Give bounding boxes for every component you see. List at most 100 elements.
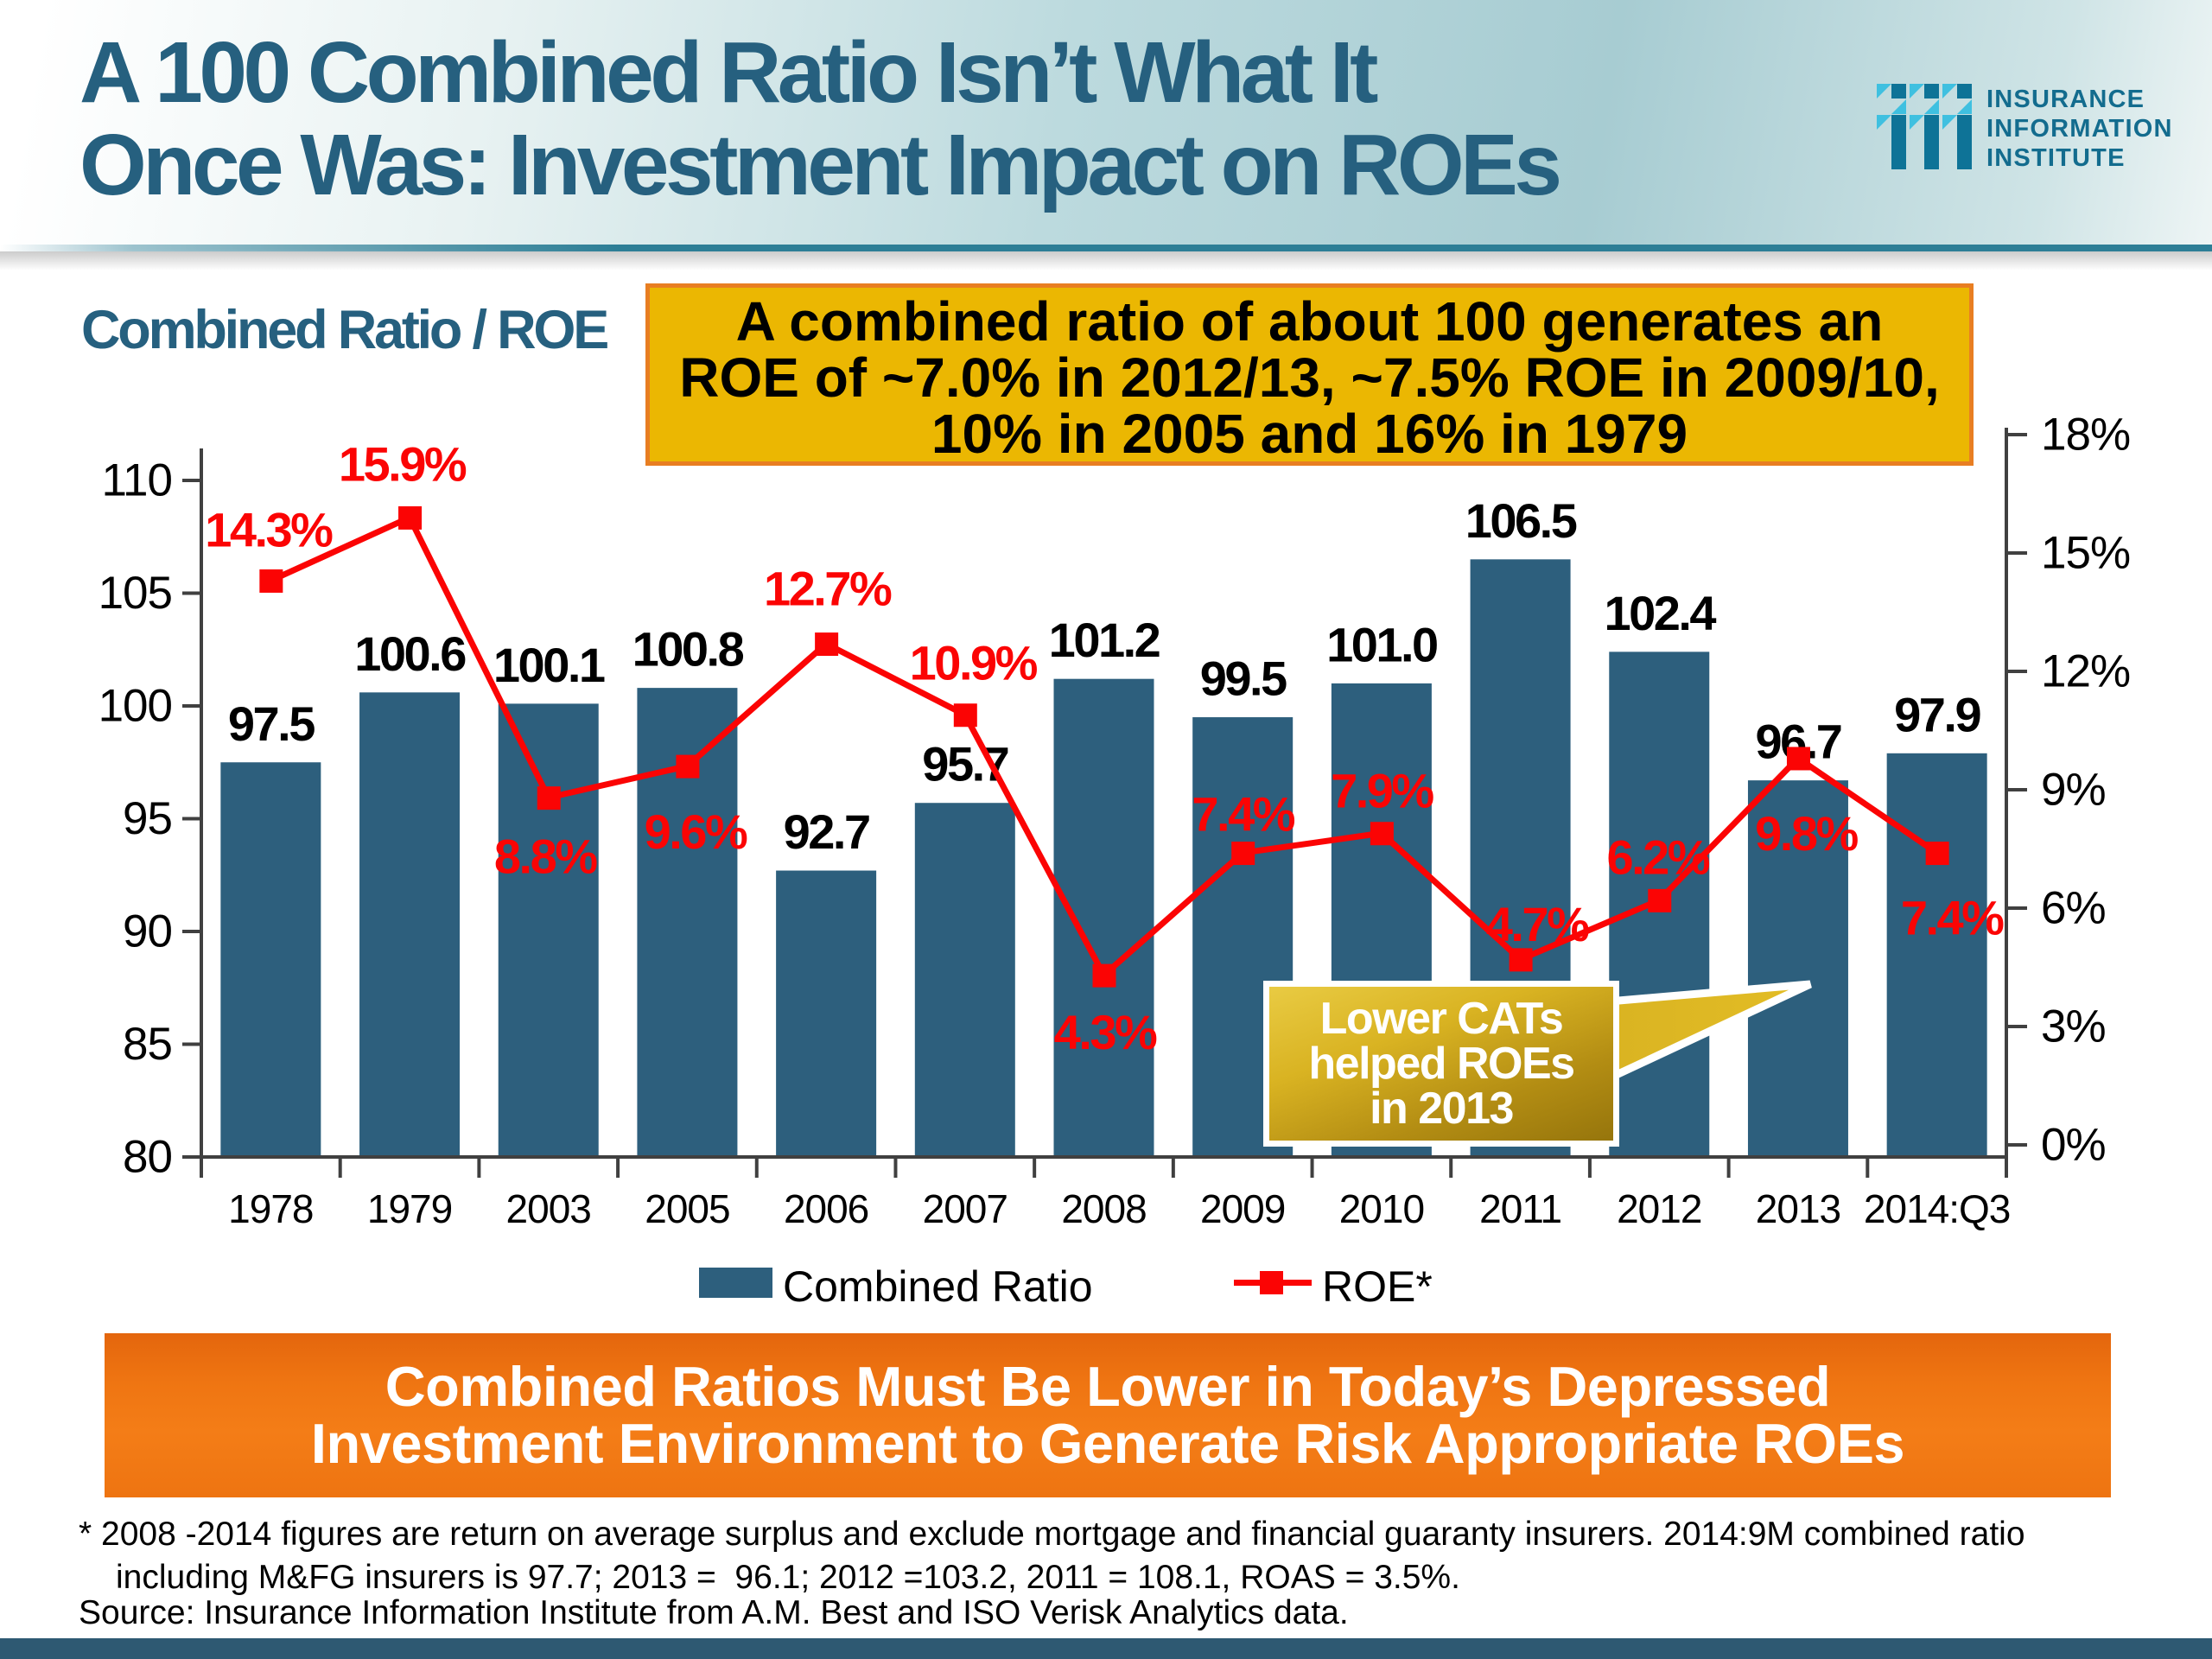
bar-1978 [220, 762, 321, 1157]
bar-label-2007: 95.7 [922, 737, 1007, 791]
bar-2006 [776, 870, 877, 1157]
note-line1: A combined ratio of about 100 generates … [735, 289, 1884, 353]
note-line3: 10% in 2005 and 16% in 1979 [931, 402, 1688, 465]
footnote-line3: Source: Insurance Information Institute … [79, 1594, 1349, 1631]
header-divider [0, 245, 2212, 251]
x-label-2009: 2009 [1200, 1186, 1285, 1231]
bar-1979 [359, 692, 461, 1157]
bar-label-2009: 99.5 [1200, 652, 1287, 706]
callout-line1: Lower CATs [1319, 994, 1564, 1044]
footnote: * 2008 -2014 figures are return on avera… [79, 1513, 2025, 1635]
right-tick-label: 18% [2041, 410, 2130, 461]
left-tick-label: 90 [123, 906, 172, 957]
header-band [0, 0, 2212, 250]
roe-marker-2003 [537, 786, 561, 810]
bar-label-2012: 102.4 [1604, 586, 1716, 640]
bar-2007 [914, 803, 1015, 1157]
bar-2008 [1053, 678, 1154, 1157]
chart-legend: Combined Ratio ROE* [0, 1262, 2212, 1311]
roe-label-2014:Q3: 7.4% [1901, 891, 2004, 945]
left-tick-label: 100 [99, 681, 172, 732]
axis-title: Combined Ratio / ROE [81, 300, 609, 360]
roe-label-2013: 9.8% [1755, 806, 1858, 861]
bottom-bar [0, 1638, 2212, 1659]
bar-label-2005: 100.8 [632, 622, 744, 677]
footnote-line1: * 2008 -2014 figures are return on avera… [79, 1516, 2025, 1553]
roe-marker-1978 [259, 569, 283, 593]
x-label-2010: 2010 [1339, 1186, 1424, 1231]
roe-label-2005: 9.6% [645, 804, 747, 859]
callout-lower-cats: Lower CATs helped ROEs in 2013 [1263, 981, 1619, 1147]
x-label-2011: 2011 [1479, 1186, 1561, 1231]
banner-line1: Combined Ratios Must Be Lower in Today’s… [385, 1355, 1831, 1418]
logo-text-line2: INFORMATION [1986, 115, 2173, 143]
x-label-2008: 2008 [1061, 1186, 1146, 1231]
x-label-2006: 2006 [784, 1186, 868, 1231]
left-tick-label: 80 [123, 1132, 172, 1183]
logo-text-line1: INSURANCE [1986, 86, 2145, 113]
roe-marker-2014:Q3 [1925, 842, 1949, 866]
note-line2: ROE of ~7.0% in 2012/13, ~7.5% ROE in 20… [679, 346, 1940, 409]
right-tick-label: 6% [2041, 883, 2106, 934]
bar-label-2014:Q3: 97.9 [1894, 687, 1980, 741]
roe-marker-2006 [815, 632, 839, 657]
roe-marker-2013 [1786, 747, 1810, 771]
roe-label-2008: 4.3% [1054, 1005, 1157, 1059]
page-title-line2: Once Was: Investment Impact on ROEs [79, 117, 1562, 213]
bar-label-1979: 100.6 [354, 626, 466, 681]
left-tick-label: 105 [99, 568, 172, 619]
x-label-2005: 2005 [645, 1186, 729, 1231]
x-label-2012: 2012 [1617, 1186, 1701, 1231]
x-label-2007: 2007 [923, 1186, 1007, 1231]
right-tick-label: 9% [2041, 765, 2106, 816]
bar-2014:Q3 [1886, 753, 1987, 1157]
iii-logo: INSURANCE INFORMATION INSTITUTE [1877, 84, 2173, 173]
roe-label-2010: 7.9% [1331, 764, 1433, 818]
roe-label-2012: 6.2% [1606, 830, 1709, 884]
left-tick-label: 95 [123, 793, 172, 844]
right-tick-label: 15% [2041, 528, 2130, 579]
roe-label-2007: 10.9% [910, 636, 1038, 690]
bar-label-1978: 97.5 [228, 696, 315, 751]
left-tick-label: 85 [123, 1019, 172, 1070]
roe-marker-2010 [1370, 822, 1394, 846]
left-tick-label: 110 [102, 455, 173, 506]
legend-marker-roe [1260, 1271, 1283, 1294]
bar-label-2008: 101.2 [1049, 613, 1160, 667]
x-label-2014:Q3: 2014:Q3 [1864, 1186, 2010, 1231]
roe-label-2011: 4.7% [1486, 897, 1589, 951]
roe-label-1979: 15.9% [339, 436, 467, 491]
footnote-line2: including M&FG insurers is 97.7; 2013 = … [116, 1559, 1460, 1596]
bar-label-2006: 92.7 [784, 804, 869, 859]
bar-label-2003: 100.1 [493, 638, 605, 692]
bar-label-2011: 106.5 [1465, 493, 1577, 548]
roe-label-2009: 7.4% [1192, 787, 1294, 842]
roe-marker-2011 [1509, 948, 1533, 972]
callout-line3: in 2013 [1370, 1084, 1514, 1134]
bar-label-2010: 101.0 [1326, 617, 1437, 671]
legend-label-combined-ratio: Combined Ratio [783, 1262, 1093, 1311]
banner-line2: Investment Environment to Generate Risk … [310, 1412, 1905, 1475]
roe-label-1978: 14.3% [205, 502, 333, 556]
roe-label-2003: 8.8% [494, 830, 597, 884]
roe-marker-1979 [398, 505, 423, 530]
legend-label-roe: ROE* [1322, 1262, 1433, 1311]
iii-logo-icon [1877, 84, 1972, 169]
roe-marker-2007 [953, 703, 977, 728]
right-tick-label: 12% [2041, 646, 2130, 697]
x-label-2013: 2013 [1756, 1186, 1840, 1231]
x-label-1979: 1979 [367, 1186, 452, 1231]
header-divider-shadow [0, 251, 2212, 270]
page-title-line1: A 100 Combined Ratio Isn’t What It [79, 24, 1378, 121]
x-label-2003: 2003 [506, 1186, 591, 1231]
roe-marker-2009 [1231, 842, 1255, 866]
x-label-1978: 1978 [228, 1186, 313, 1231]
right-tick-label: 0% [2041, 1120, 2106, 1171]
page-title: A 100 Combined Ratio Isn’t What It Once … [79, 24, 1562, 213]
bar-2003 [498, 703, 599, 1157]
roe-marker-2012 [1648, 888, 1672, 912]
highlight-note-box: A combined ratio of about 100 generates … [645, 283, 1974, 466]
roe-label-2006: 12.7% [764, 562, 892, 616]
